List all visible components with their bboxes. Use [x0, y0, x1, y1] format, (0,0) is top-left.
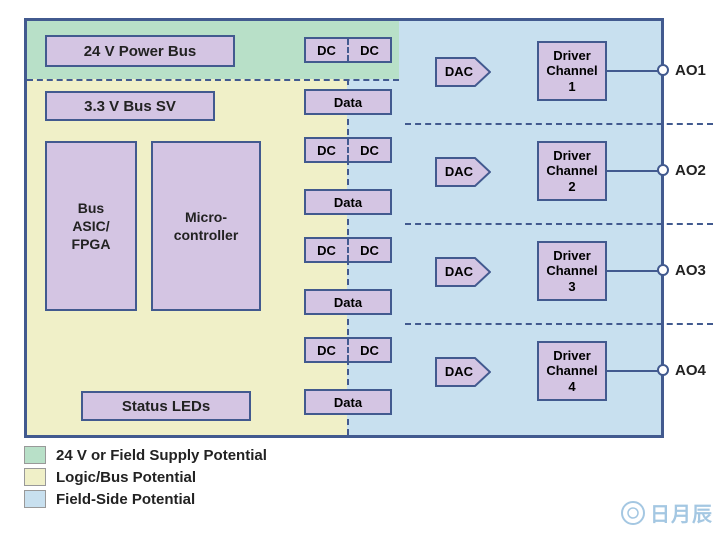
mcu-label: Micro- controller: [174, 208, 239, 244]
status-leds-label: Status LEDs: [122, 398, 210, 415]
driver-4: Driver Channel 4: [537, 341, 607, 401]
mcu-block: Micro- controller: [151, 141, 261, 311]
legend-swatch-field: [24, 490, 46, 508]
legend-swatch-logic: [24, 468, 46, 486]
ao-label-3: AO3: [675, 262, 706, 279]
ao-label-4: AO4: [675, 362, 706, 379]
legend-label-field: Field-Side Potential: [56, 491, 195, 508]
dc-right-4: DC: [349, 339, 390, 361]
dac-label-4: DAC: [439, 364, 479, 379]
legend-label-logic: Logic/Bus Potential: [56, 469, 196, 486]
dc-left-2: DC: [306, 139, 349, 161]
ao-circle-3: [657, 264, 669, 276]
driver-label-4: Driver Channel 4: [546, 348, 597, 395]
driver-2: Driver Channel 2: [537, 141, 607, 201]
data-2: Data: [304, 189, 392, 215]
legend-row-field: Field-Side Potential: [24, 490, 267, 508]
legend-row-logic: Logic/Bus Potential: [24, 468, 267, 486]
driver-1: Driver Channel 1: [537, 41, 607, 101]
dc-left-1: DC: [306, 39, 349, 61]
ao-line-4: [607, 370, 663, 372]
bus-sv-label: 3.3 V Bus SV: [84, 98, 176, 115]
bus-asic-block: Bus ASIC/ FPGA: [45, 141, 137, 311]
block-diagram: 24 V Power Bus 3.3 V Bus SV Bus ASIC/ FP…: [24, 18, 664, 438]
dcdc-4: DC DC: [304, 337, 392, 363]
status-leds-block: Status LEDs: [81, 391, 251, 421]
dac-4: DAC: [435, 357, 491, 387]
power-bus-block: 24 V Power Bus: [45, 35, 235, 67]
dac-label-2: DAC: [439, 164, 479, 179]
data-label-2: Data: [334, 195, 362, 210]
driver-label-1: Driver Channel 1: [546, 48, 597, 95]
ao-line-1: [607, 70, 663, 72]
dash-ch3: [405, 323, 713, 325]
power-bus-label: 24 V Power Bus: [84, 43, 197, 60]
bus-sv-block: 3.3 V Bus SV: [45, 91, 215, 121]
ao-label-1: AO1: [675, 62, 706, 79]
ao-line-3: [607, 270, 663, 272]
dcdc-2: DC DC: [304, 137, 392, 163]
dc-right-1: DC: [349, 39, 390, 61]
data-label-4: Data: [334, 395, 362, 410]
watermark-icon: [620, 500, 646, 526]
dac-label-3: DAC: [439, 264, 479, 279]
ao-line-2: [607, 170, 663, 172]
ao-circle-2: [657, 164, 669, 176]
watermark-text: 日月辰: [650, 498, 713, 527]
bus-asic-label: Bus ASIC/ FPGA: [72, 199, 111, 254]
legend-row-24v: 24 V or Field Supply Potential: [24, 446, 267, 464]
legend-label-24v: 24 V or Field Supply Potential: [56, 447, 267, 464]
dash-ch1: [405, 123, 713, 125]
data-3: Data: [304, 289, 392, 315]
dcdc-1: DC DC: [304, 37, 392, 63]
dc-right-2: DC: [349, 139, 390, 161]
data-label-1: Data: [334, 95, 362, 110]
dac-label-1: DAC: [439, 64, 479, 79]
legend-swatch-24v: [24, 446, 46, 464]
dc-right-3: DC: [349, 239, 390, 261]
dac-2: DAC: [435, 157, 491, 187]
ao-circle-4: [657, 364, 669, 376]
legend: 24 V or Field Supply Potential Logic/Bus…: [24, 446, 267, 512]
data-label-3: Data: [334, 295, 362, 310]
dc-left-4: DC: [306, 339, 349, 361]
data-4: Data: [304, 389, 392, 415]
dc-left-3: DC: [306, 239, 349, 261]
dash-ch2: [405, 223, 713, 225]
driver-label-2: Driver Channel 2: [546, 148, 597, 195]
watermark: 日月辰: [620, 498, 713, 527]
dash-top: [27, 79, 399, 81]
ao-label-2: AO2: [675, 162, 706, 179]
dcdc-3: DC DC: [304, 237, 392, 263]
data-1: Data: [304, 89, 392, 115]
dac-1: DAC: [435, 57, 491, 87]
region-field: [347, 79, 661, 435]
dac-3: DAC: [435, 257, 491, 287]
driver-3: Driver Channel 3: [537, 241, 607, 301]
driver-label-3: Driver Channel 3: [546, 248, 597, 295]
ao-circle-1: [657, 64, 669, 76]
